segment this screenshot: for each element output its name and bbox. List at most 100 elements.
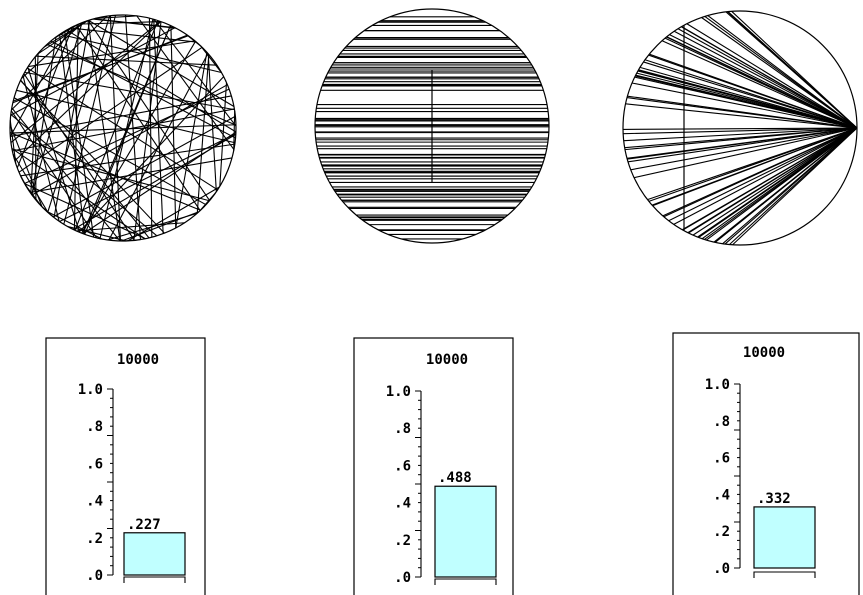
axis-tick-label: .6 [86,456,103,472]
chord-line [10,110,98,239]
chord-line [12,153,49,213]
axis-tick-label: .2 [394,533,411,549]
chord-line [623,127,858,135]
chord-line [625,103,858,129]
probability-panel-2: 10000 1.0 .8 .6 .4 .2 .0 .488 [353,337,514,595]
chord-line [14,21,162,162]
bar-baseline [434,578,497,585]
probability-bar [753,506,816,569]
chord-line [24,183,146,240]
chord-line [54,23,79,39]
chord-line [67,226,127,242]
axis-tick-label: .6 [713,451,730,467]
chord-line [75,24,201,211]
chord-line [701,127,858,240]
chord-line [153,19,164,234]
chord-line [633,127,858,179]
chord-line [681,26,858,129]
chord-line [21,21,84,79]
chord-line [53,19,91,218]
chord-line [73,24,79,231]
chord-line [627,95,858,129]
probability-panel-3: 10000 1.0 .8 .6 .4 .2 .0 .332 [672,332,860,595]
chord-line [647,127,858,201]
probability-bar [434,485,497,578]
probability-value: .332 [757,491,791,507]
chord-line [673,127,858,225]
axis-tick-label: .4 [394,496,411,512]
chord-line [11,107,121,242]
chord-line [207,53,217,192]
axis-tick-label: .0 [86,568,103,584]
chord-line [20,80,165,234]
axis-tick-label: .4 [86,494,103,510]
chord-line [727,11,858,129]
chord-line [30,53,39,194]
chord-line [631,82,858,129]
axis-tick-label: .8 [86,419,103,435]
axis-tick-label: .2 [86,531,103,547]
chord-line [627,127,858,160]
count-label: 10000 [117,352,159,368]
chord-line [714,127,858,243]
bar-baseline [123,576,186,583]
chord-line [30,157,233,193]
chord-line [50,40,236,139]
chord-line [233,110,236,151]
chord-line [31,84,228,196]
axis-tick-label: .6 [394,458,411,474]
chord-line [697,127,858,238]
chord-line [59,133,237,223]
chord-line [9,131,201,211]
chord-line [84,25,171,235]
chord-line [673,30,858,129]
probability-bar [123,532,186,576]
y-axis: 1.0 .8 .6 .4 .2 .0 [705,377,741,577]
chord-line [25,184,42,207]
chord-line [18,46,203,173]
probability-panel-1: 10000 1.0 .8 .6 .4 .2 .0 .227 [45,337,206,595]
chord-line [95,15,138,20]
chord-line [663,127,858,218]
axis-tick-label: .8 [394,421,411,437]
chord-line [20,143,235,177]
chord-line [82,131,237,235]
chord-line [639,66,858,129]
chord-line [635,74,858,129]
y-axis: 1.0 .8 .6 .4 .2 .0 [386,384,422,586]
chord-line [24,88,230,185]
chord-line [682,127,858,231]
chord-line [107,212,198,241]
chord-line [93,18,176,29]
count-label: 10000 [426,352,468,368]
chord-line [78,21,162,25]
axis-tick-label: .4 [713,487,730,503]
axis-tick-label: 1.0 [705,377,730,393]
axis-tick-label: 1.0 [78,382,103,398]
chord-line [652,127,858,207]
chord-line [624,127,858,151]
chord-line [724,127,858,245]
chord-line [225,80,227,83]
chord-line [661,40,858,129]
chord-line [66,29,237,133]
probability-value: .227 [127,517,161,533]
chord-line [199,192,217,212]
chord-line [623,127,858,142]
chord-line [203,205,205,208]
axis-tick-label: .0 [713,561,730,577]
chord-line [70,27,197,43]
chord-line [136,15,235,150]
chord-line [664,37,858,129]
chord-line [24,71,235,111]
chord-line [74,20,159,231]
chord-line [123,239,141,242]
axis-tick-label: .2 [713,524,730,540]
axis-tick-label: .0 [394,570,411,586]
circle-panel-endpoint [622,10,858,246]
chord-line [686,23,858,129]
y-axis: 1.0 .8 .6 .4 .2 .0 [78,382,114,584]
chord-line [668,127,858,222]
chord-line [692,127,858,236]
